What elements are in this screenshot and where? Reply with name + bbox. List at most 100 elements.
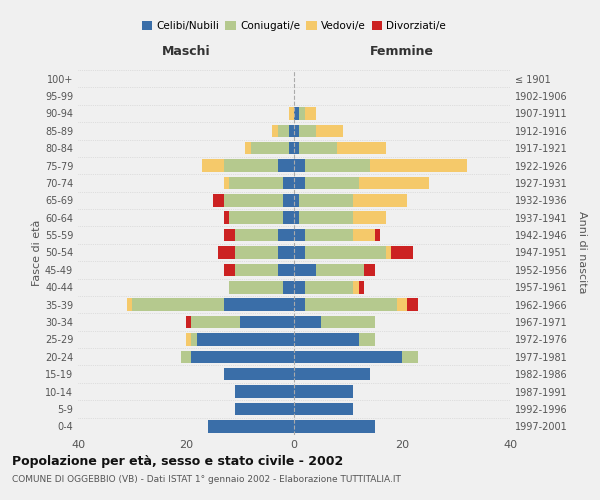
Bar xyxy=(294,229,305,241)
Bar xyxy=(224,176,229,189)
Bar xyxy=(186,316,191,328)
Bar xyxy=(224,212,229,224)
Bar xyxy=(229,176,283,189)
Bar xyxy=(127,298,132,311)
Legend: Celibi/Nubili, Coniugati/e, Vedovi/e, Divorziati/e: Celibi/Nubili, Coniugati/e, Vedovi/e, Di… xyxy=(137,17,451,35)
Bar xyxy=(402,350,418,363)
Bar xyxy=(289,124,294,137)
Bar xyxy=(305,107,316,120)
Bar xyxy=(305,298,397,311)
Bar xyxy=(375,229,380,241)
Bar xyxy=(294,194,299,206)
Bar xyxy=(235,402,294,415)
Text: COMUNE DI OGGEBBIO (VB) - Dati ISTAT 1° gennaio 2002 - Elaborazione TUTTITALIA.I: COMUNE DI OGGEBBIO (VB) - Dati ISTAT 1° … xyxy=(12,475,401,484)
Bar xyxy=(386,246,391,259)
Bar xyxy=(224,264,235,276)
Bar xyxy=(224,298,294,311)
Bar xyxy=(353,281,359,293)
Bar xyxy=(278,246,294,259)
Bar xyxy=(208,420,294,432)
Bar xyxy=(359,281,364,293)
Bar xyxy=(235,386,294,398)
Bar xyxy=(186,333,191,345)
Bar xyxy=(337,142,386,154)
Bar xyxy=(132,298,224,311)
Bar xyxy=(224,368,294,380)
Bar xyxy=(294,402,353,415)
Bar xyxy=(299,107,305,120)
Bar xyxy=(278,160,294,172)
Bar xyxy=(299,142,337,154)
Bar xyxy=(353,229,375,241)
Bar xyxy=(289,107,294,120)
Bar xyxy=(235,264,278,276)
Y-axis label: Fasce di età: Fasce di età xyxy=(32,220,42,286)
Bar xyxy=(229,281,283,293)
Bar xyxy=(251,142,289,154)
Bar xyxy=(278,264,294,276)
Bar xyxy=(407,298,418,311)
Text: Femmine: Femmine xyxy=(370,45,434,58)
Bar xyxy=(202,160,224,172)
Bar xyxy=(294,281,305,293)
Bar xyxy=(213,194,224,206)
Bar xyxy=(294,160,305,172)
Bar xyxy=(321,316,375,328)
Bar xyxy=(294,298,305,311)
Bar xyxy=(283,212,294,224)
Bar xyxy=(278,229,294,241)
Bar xyxy=(370,160,467,172)
Bar xyxy=(359,333,375,345)
Bar xyxy=(353,212,386,224)
Bar xyxy=(272,124,278,137)
Bar xyxy=(294,350,402,363)
Bar xyxy=(283,194,294,206)
Bar xyxy=(305,246,386,259)
Bar xyxy=(224,229,235,241)
Bar xyxy=(229,212,283,224)
Bar xyxy=(294,264,316,276)
Bar xyxy=(353,194,407,206)
Bar xyxy=(278,124,289,137)
Bar xyxy=(191,316,240,328)
Bar xyxy=(224,160,278,172)
Bar xyxy=(397,298,407,311)
Bar xyxy=(364,264,375,276)
Bar xyxy=(305,281,353,293)
Bar xyxy=(305,176,359,189)
Bar xyxy=(197,333,294,345)
Bar xyxy=(283,176,294,189)
Bar xyxy=(218,246,235,259)
Text: Popolazione per età, sesso e stato civile - 2002: Popolazione per età, sesso e stato civil… xyxy=(12,455,343,468)
Bar xyxy=(294,316,321,328)
Bar xyxy=(294,124,299,137)
Bar xyxy=(245,142,251,154)
Bar xyxy=(299,212,353,224)
Bar xyxy=(294,386,353,398)
Bar xyxy=(391,246,413,259)
Text: Maschi: Maschi xyxy=(161,45,211,58)
Bar xyxy=(316,124,343,137)
Bar xyxy=(191,350,294,363)
Bar xyxy=(294,333,359,345)
Bar xyxy=(289,142,294,154)
Bar xyxy=(299,124,316,137)
Bar xyxy=(294,142,299,154)
Bar xyxy=(191,333,197,345)
Bar xyxy=(235,246,278,259)
Bar xyxy=(294,368,370,380)
Bar xyxy=(294,176,305,189)
Bar xyxy=(299,194,353,206)
Bar xyxy=(294,107,299,120)
Bar xyxy=(294,246,305,259)
Bar xyxy=(224,194,283,206)
Bar xyxy=(294,420,375,432)
Bar xyxy=(235,229,278,241)
Bar xyxy=(359,176,429,189)
Bar xyxy=(181,350,191,363)
Bar xyxy=(283,281,294,293)
Bar xyxy=(316,264,364,276)
Bar xyxy=(240,316,294,328)
Bar xyxy=(305,229,353,241)
Y-axis label: Anni di nascita: Anni di nascita xyxy=(577,211,587,294)
